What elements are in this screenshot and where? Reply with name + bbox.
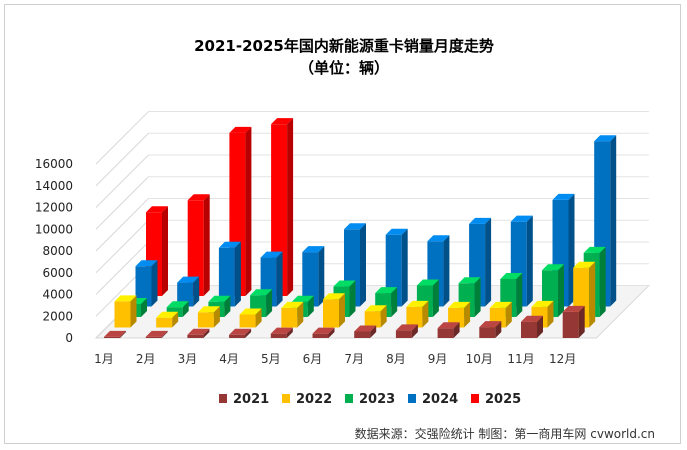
x-tick-label: 5月 [261,352,281,366]
bar-2022-7月 [364,305,387,328]
bar-2024-5月 [302,246,325,307]
x-tick-label: 6月 [303,352,323,366]
bar-2022-6月 [323,293,345,328]
bar-2022-9月 [448,301,471,328]
x-tick-label: 10月 [466,352,493,366]
bar-layer [104,118,617,338]
y-tick-label: 0 [65,331,73,345]
x-tick-label: 9月 [428,352,448,366]
y-tick-label: 12000 [35,201,73,215]
x-tick-label: 7月 [344,352,364,366]
gridline-side [95,219,149,274]
x-tick-label: 11月 [507,352,534,366]
bar-2024-1月 [135,260,158,307]
bar-2022-1月 [114,295,137,328]
bar-2024-3月 [218,241,241,307]
bar-2021-11月 [521,315,543,338]
gridline-side [95,154,149,208]
bar-2021-4月 [229,328,252,338]
bar-2022-8月 [406,300,429,328]
bar-2021-5月 [270,327,293,338]
x-axis-ticks: 1月 2月 3月 4月 5月 6月 7月 8月 9月 10月 11月 12月 [94,352,576,366]
y-axis-ticks: 0 2000 4000 6000 8000 10000 12000 14000 16000 [35,157,73,345]
legend-label-2023: 2023 [359,392,395,407]
bar-2021-3月 [187,328,210,338]
bar-2021-1月 [104,330,126,338]
x-tick-label: 2月 [136,352,156,366]
bar-2021-8月 [395,324,418,338]
bar-2021-2月 [145,330,168,338]
legend-swatch-2023 [345,394,353,403]
x-tick-label: 4月 [219,352,239,366]
gridline-side [95,132,149,187]
gridline-side [95,241,149,295]
x-tick-label: 3月 [178,352,198,366]
bar-2022-4月 [239,308,262,328]
legend-swatch-2021 [219,394,227,403]
legend-swatch-2022 [282,394,290,403]
bar-2021-7月 [354,325,377,338]
chart-title: 2021-2025年国内新能源重卡销量月度走势 [194,37,494,55]
gridline-side [95,111,149,165]
bar-2021-6月 [312,327,335,338]
legend-swatch-2025 [471,394,479,403]
source-note: 数据来源：交强险统计 制图：第一商用车网 cvworld.cn [355,426,655,441]
legend-swatch-2024 [408,394,416,403]
x-tick-label: 1月 [94,352,114,366]
legend-label-2022: 2022 [296,392,332,407]
bar-2024-4月 [260,251,283,307]
bar-2024-2月 [177,276,200,307]
gridline-side [95,176,149,230]
bar-2021-12月 [562,305,585,338]
y-tick-label: 2000 [42,309,73,323]
y-tick-label: 10000 [35,222,73,236]
chart-svg: 2021-2025年国内新能源重卡销量月度走势 （单位：辆） 0 2000 4000… [35,37,655,441]
y-tick-label: 16000 [35,157,73,171]
y-tick-label: 6000 [42,266,73,280]
x-tick-label: 8月 [386,352,406,366]
bar-2022-3月 [197,306,220,328]
bar-2021-10月 [479,321,502,338]
legend-label-2024: 2024 [422,392,458,407]
y-tick-label: 4000 [42,288,73,302]
chart-subtitle: （单位：辆） [299,59,389,77]
x-tick-label: 12月 [549,352,576,366]
gridline-side [95,198,149,252]
bar-2025-2月 [187,194,210,296]
bar-2021-9月 [437,322,460,338]
bar-2022-2月 [156,311,179,328]
legend-label-2021: 2021 [233,392,269,407]
bar-2022-5月 [281,301,304,328]
chart-frame: 2021-2025年国内新能源重卡销量月度走势 （单位：辆） 0 2000 4000… [4,4,681,444]
legend-label-2025: 2025 [485,392,521,407]
y-tick-label: 14000 [35,179,73,193]
legend: 2021 2022 2023 2024 2025 [219,392,521,407]
y-tick-label: 8000 [42,244,73,258]
